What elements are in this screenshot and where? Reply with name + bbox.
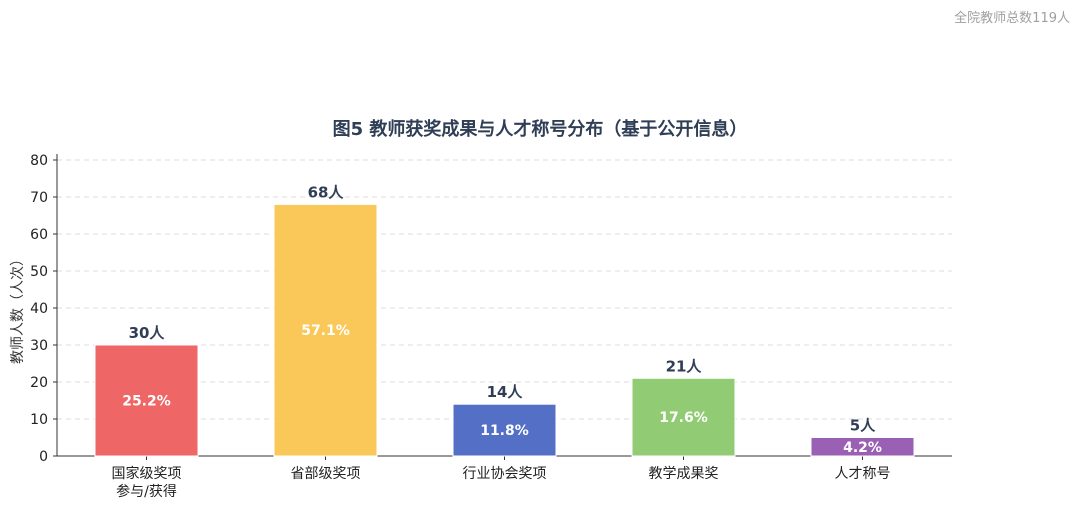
x-category-label: 人才称号 [835,466,891,482]
x-category-label: 参与/获得 [116,483,177,500]
y-tick-label: 80 [30,153,48,169]
bar [452,403,557,457]
x-category-label: 行业协会奖项 [463,465,547,482]
bar-percent-label: 25.2% [122,394,171,410]
x-category-label: 国家级奖项 [112,465,182,482]
y-tick-label: 70 [30,190,48,206]
bar-percent-label: 11.8% [480,423,529,439]
bar [810,437,915,457]
bar [273,203,378,457]
bar-value-label: 30人 [129,324,166,342]
y-tick-label: 50 [30,264,48,280]
bar [94,344,199,457]
bars [94,203,915,457]
bar-value-label: 14人 [487,383,524,401]
x-category-label: 教学成果奖 [649,465,719,482]
bar-percent-label: 17.6% [659,410,708,426]
bar-percent-label: 4.2% [843,440,882,456]
y-tick-label: 0 [39,449,48,465]
bar-value-label: 68人 [308,183,345,201]
y-tick-label: 60 [30,227,48,243]
chart-title: 图5 教师获奖成果与人才称号分布（基于公开信息） [332,119,748,140]
bar [631,377,736,457]
bar-value-label: 5人 [850,417,876,435]
y-tick-label: 40 [30,301,48,317]
y-tick-label: 20 [30,375,48,391]
y-tick-label: 30 [30,338,48,354]
bar-percent-label: 57.1% [301,323,350,339]
bar-value-label: 21人 [666,357,703,375]
labels: 0 10 20 30 40 50 60 70 80 教师人数（人次） 30人 25.2% 国家级奖项参与… [10,153,891,500]
y-axis-label: 教师人数（人次） [10,252,26,364]
total-teachers-note: 全院教师总数119人 [954,11,1070,26]
x-category-label: 省部级奖项 [291,465,361,482]
y-tick-label: 10 [30,412,48,428]
